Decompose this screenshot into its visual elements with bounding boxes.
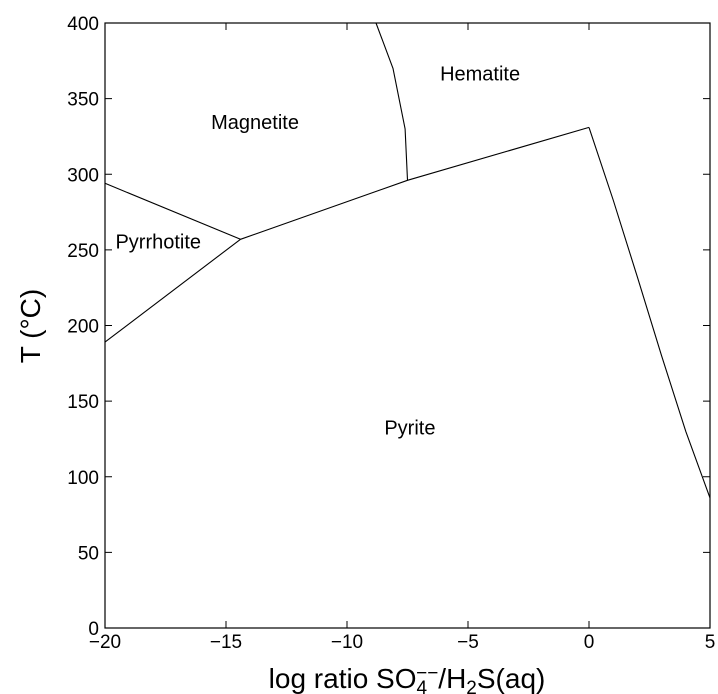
x-tick-label: −5 (457, 632, 479, 653)
y-tick-label: 300 (67, 165, 99, 186)
y-tick-label: 0 (88, 619, 99, 640)
boundary-line-0 (104, 182, 241, 240)
region-label-hematite: Hematite (440, 63, 520, 85)
plot-frame (104, 22, 711, 629)
x-tick-label: −20 (89, 632, 121, 653)
x-axis-label-sub-2: 2 (466, 678, 477, 694)
x-axis-label-sub-4: 4 (417, 678, 428, 694)
y-tick-label: 100 (67, 468, 99, 489)
region-labels: Hematite Magnetite Pyrrhotite Pyrite (115, 63, 520, 439)
x-tick-label: −10 (331, 632, 363, 653)
x-tick-label: 0 (584, 632, 595, 653)
y-tick-label: 200 (67, 317, 99, 338)
region-label-pyrrhotite: Pyrrhotite (115, 231, 201, 253)
boundary-line-1 (104, 238, 241, 343)
region-label-pyrite: Pyrite (384, 417, 435, 439)
y-tick-label: 350 (67, 90, 99, 111)
boundary-line-4 (588, 127, 711, 499)
y-tick-label: 250 (67, 241, 99, 262)
x-axis-label-base: log ratio SO (269, 663, 417, 694)
x-axis-label-mid: /H (438, 663, 466, 694)
boundary-line-3 (375, 22, 409, 181)
x-axis-label: log ratio SO4−−/H2S(aq) (269, 663, 546, 694)
x-axis-label-sup-charge: −− (416, 663, 438, 684)
y-tick-label: 150 (67, 392, 99, 413)
y-tick-label: 400 (67, 14, 99, 35)
y-tick-label: 50 (78, 543, 99, 564)
boundary-lines (104, 22, 711, 499)
y-axis-label: T (°C) (15, 289, 46, 363)
region-label-magnetite: Magnetite (211, 112, 299, 134)
boundary-line-2 (240, 126, 590, 240)
x-tick-label: 5 (705, 632, 716, 653)
x-tick-label: −15 (210, 632, 242, 653)
x-axis-label-tail: S(aq) (477, 663, 545, 694)
